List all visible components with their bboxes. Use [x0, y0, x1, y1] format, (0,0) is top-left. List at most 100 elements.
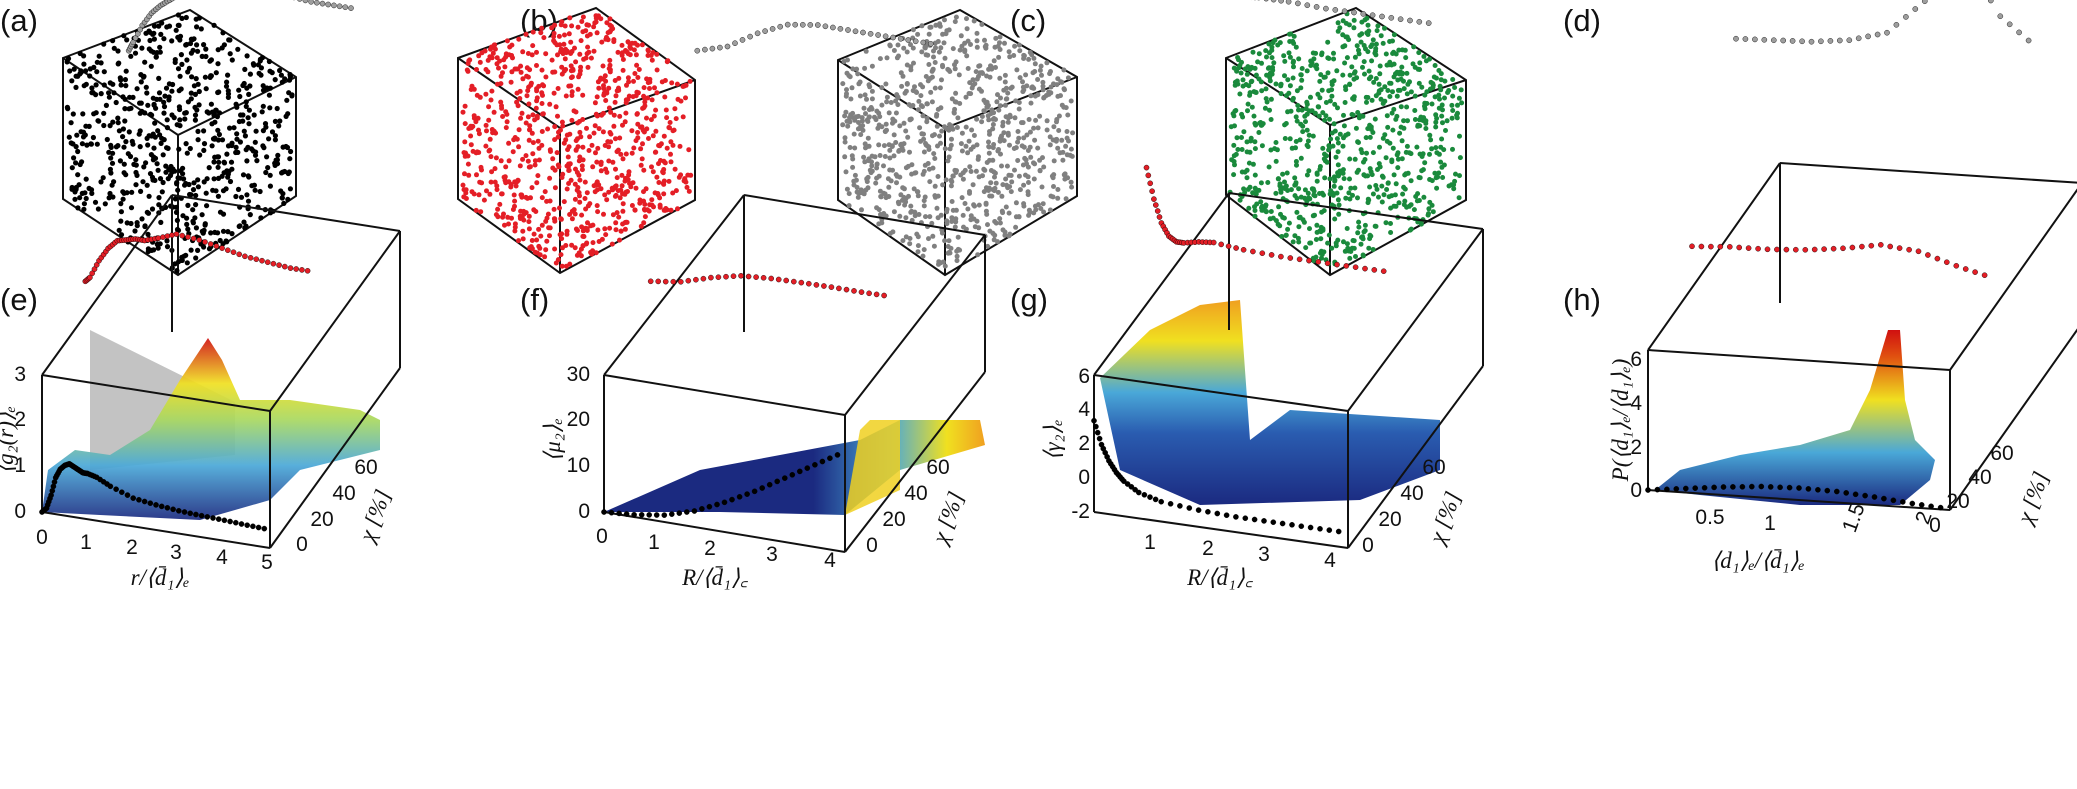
data-point	[484, 128, 489, 134]
series-marker	[259, 257, 265, 264]
data-point	[1433, 119, 1439, 125]
data-point	[1020, 79, 1025, 85]
data-point	[1040, 83, 1046, 89]
data-point	[1293, 114, 1299, 120]
data-point	[199, 228, 205, 234]
data-point	[1051, 158, 1057, 164]
data-point	[1053, 138, 1059, 144]
data-point	[651, 113, 657, 119]
series-marker	[800, 21, 806, 28]
series-marker	[253, 256, 260, 263]
z-tick-label: 1	[14, 454, 26, 477]
data-point	[89, 85, 95, 91]
data-point	[987, 228, 993, 234]
data-point	[606, 105, 612, 111]
data-point	[618, 151, 624, 157]
data-point	[160, 179, 166, 186]
series-marker	[789, 471, 796, 478]
data-point	[1299, 107, 1305, 113]
data-point	[1347, 176, 1352, 182]
data-point	[593, 19, 599, 25]
data-point	[548, 149, 553, 154]
y-axis-label: χ [%]	[2011, 468, 2053, 528]
data-point	[1273, 190, 1279, 196]
data-point	[162, 93, 168, 99]
data-point	[81, 53, 87, 59]
data-point	[1319, 190, 1325, 196]
data-point	[236, 118, 242, 125]
series-marker	[638, 512, 645, 518]
data-point	[1441, 147, 1447, 153]
data-point	[1269, 55, 1275, 61]
series-marker	[1278, 0, 1284, 4]
z-tick-label: 0	[1630, 479, 1642, 502]
data-point	[520, 49, 526, 55]
data-point	[865, 135, 871, 141]
data-point	[672, 106, 678, 112]
series-marker	[920, 39, 927, 46]
data-point	[253, 149, 259, 155]
data-point	[576, 190, 582, 196]
panel-label-e: (e)	[0, 282, 38, 317]
data-point	[633, 93, 639, 99]
data-point	[512, 198, 518, 204]
series-marker	[1279, 520, 1286, 527]
data-point	[1432, 63, 1438, 68]
data-point	[983, 42, 989, 48]
data-point	[600, 63, 606, 69]
series-marker	[1323, 5, 1329, 12]
data-point	[502, 222, 507, 228]
data-point	[180, 171, 186, 177]
series-marker	[709, 45, 716, 52]
data-point	[649, 164, 654, 170]
data-point	[1450, 146, 1455, 152]
series-marker	[1124, 481, 1131, 487]
data-point	[964, 16, 969, 22]
series-marker	[762, 28, 768, 34]
data-point	[620, 208, 626, 214]
data-point	[575, 228, 580, 233]
data-point	[1231, 113, 1237, 119]
data-point	[619, 50, 625, 56]
data-point	[607, 57, 613, 63]
data-point	[934, 205, 940, 211]
data-point	[140, 74, 147, 80]
data-point	[215, 61, 221, 67]
data-point	[940, 182, 946, 188]
data-point	[937, 85, 943, 91]
data-point	[1025, 164, 1031, 170]
data-point	[1319, 87, 1325, 93]
series-marker	[882, 33, 889, 40]
data-point	[876, 142, 882, 148]
data-point	[151, 102, 157, 108]
axes-box-g	[1093, 192, 1484, 549]
data-point	[1415, 122, 1421, 128]
data-point	[1016, 42, 1022, 48]
data-point	[1067, 152, 1073, 158]
data-point	[931, 48, 936, 54]
series-marker	[302, 0, 309, 4]
data-point	[967, 190, 972, 196]
data-point	[98, 60, 104, 66]
data-point	[136, 131, 142, 137]
data-point	[967, 80, 973, 86]
data-point	[150, 31, 156, 37]
data-point	[177, 73, 183, 79]
data-point	[860, 123, 866, 129]
data-point	[918, 138, 924, 144]
data-point	[259, 55, 266, 61]
data-point	[1235, 147, 1241, 152]
data-point	[1364, 150, 1369, 156]
x-tick-label: 1.5	[1838, 500, 1870, 535]
data-point	[1334, 190, 1340, 196]
data-point	[1258, 199, 1264, 205]
data-point	[1002, 79, 1008, 85]
series-marker	[1786, 484, 1793, 491]
data-point	[612, 99, 618, 105]
data-point	[580, 157, 586, 163]
data-point	[223, 186, 229, 192]
data-point	[1062, 87, 1067, 93]
data-point	[71, 155, 77, 161]
data-point	[1278, 91, 1284, 97]
data-point	[73, 84, 79, 90]
